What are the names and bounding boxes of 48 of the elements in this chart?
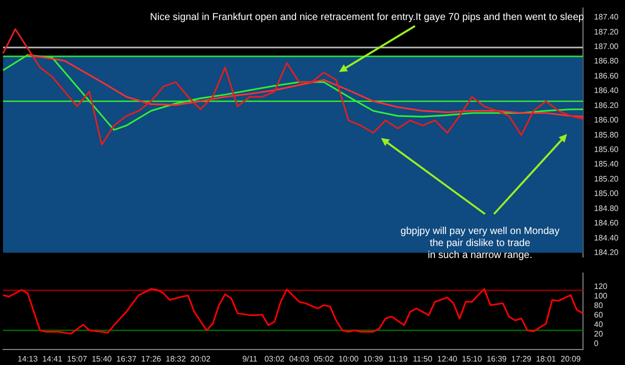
annotation: gbpjpy will pay very well on Monday the pair dislike to trade in such a narrow range. [400, 226, 560, 262]
y-tick-label: 187.20 [594, 27, 620, 36]
x-tick-label: 04:03 [289, 354, 310, 364]
x-tick-label: 11:19 [388, 354, 408, 364]
y-tick-label: 186.60 [594, 71, 620, 80]
y-tick-label: 185.20 [594, 174, 620, 184]
y-tick-label: 60 [594, 310, 604, 320]
x-tick-label: 17:26 [141, 354, 162, 364]
x-tick-label: 14:13 [18, 354, 38, 364]
y-tick-label: 100 [594, 291, 608, 300]
x-tick-label: 05:02 [314, 354, 334, 364]
x-tick-label: 10:00 [338, 354, 360, 364]
x-tick-label: 16:37 [116, 354, 137, 364]
x-tick-label: 14:41 [42, 354, 63, 364]
x-tick-label: 20:02 [190, 354, 211, 364]
x-tick-label: 10:39 [363, 354, 384, 364]
x-tick-label: 9/11 [242, 354, 258, 364]
x-tick-label: 03:02 [264, 354, 286, 364]
y-tick-label: 185.60 [594, 144, 620, 154]
y-tick-label: 184.20 [594, 248, 620, 257]
x-tick-label: 18:01 [536, 354, 557, 364]
y-tick-label: 186.80 [594, 56, 620, 66]
y-tick-label: 185.00 [594, 189, 620, 198]
y-tick-label: 120 [594, 282, 608, 291]
y-tick-label: 186.20 [594, 100, 620, 110]
y-tick-label: 184.60 [594, 218, 620, 228]
x-tick-label: 15:40 [92, 354, 112, 364]
x-tick-label: 15:07 [67, 354, 88, 364]
y-tick-label: 80 [594, 300, 604, 310]
y-tick-label: 184.80 [594, 204, 620, 213]
y-tick-label: 184.40 [594, 233, 620, 242]
x-tick-label: 12:40 [437, 354, 458, 364]
annotation: Nice signal in Frankfurt open and nice retracement for entry.It gaye 70 pips and then went to sleep [150, 12, 585, 24]
y-tick-label: 186.00 [594, 116, 620, 125]
y-tick-label: 187.00 [594, 42, 620, 51]
x-tick-label: 18:32 [166, 354, 186, 364]
x-tick-label: 20:09 [560, 354, 582, 364]
y-tick-label: 0 [594, 338, 599, 348]
y-tick-label: 186.40 [594, 86, 620, 96]
x-tick-label: 16:39 [486, 354, 508, 364]
x-tick-label: 11:50 [412, 354, 433, 364]
x-tick-label: 17:29 [511, 354, 532, 364]
y-tick-label: 185.40 [594, 160, 620, 169]
x-tick-label: 15:10 [462, 354, 482, 364]
y-tick-label: 185.80 [594, 130, 620, 140]
y-tick-label: 20 [594, 329, 604, 338]
y-tick-label: 187.40 [594, 12, 620, 22]
y-tick-label: 40 [594, 320, 604, 329]
